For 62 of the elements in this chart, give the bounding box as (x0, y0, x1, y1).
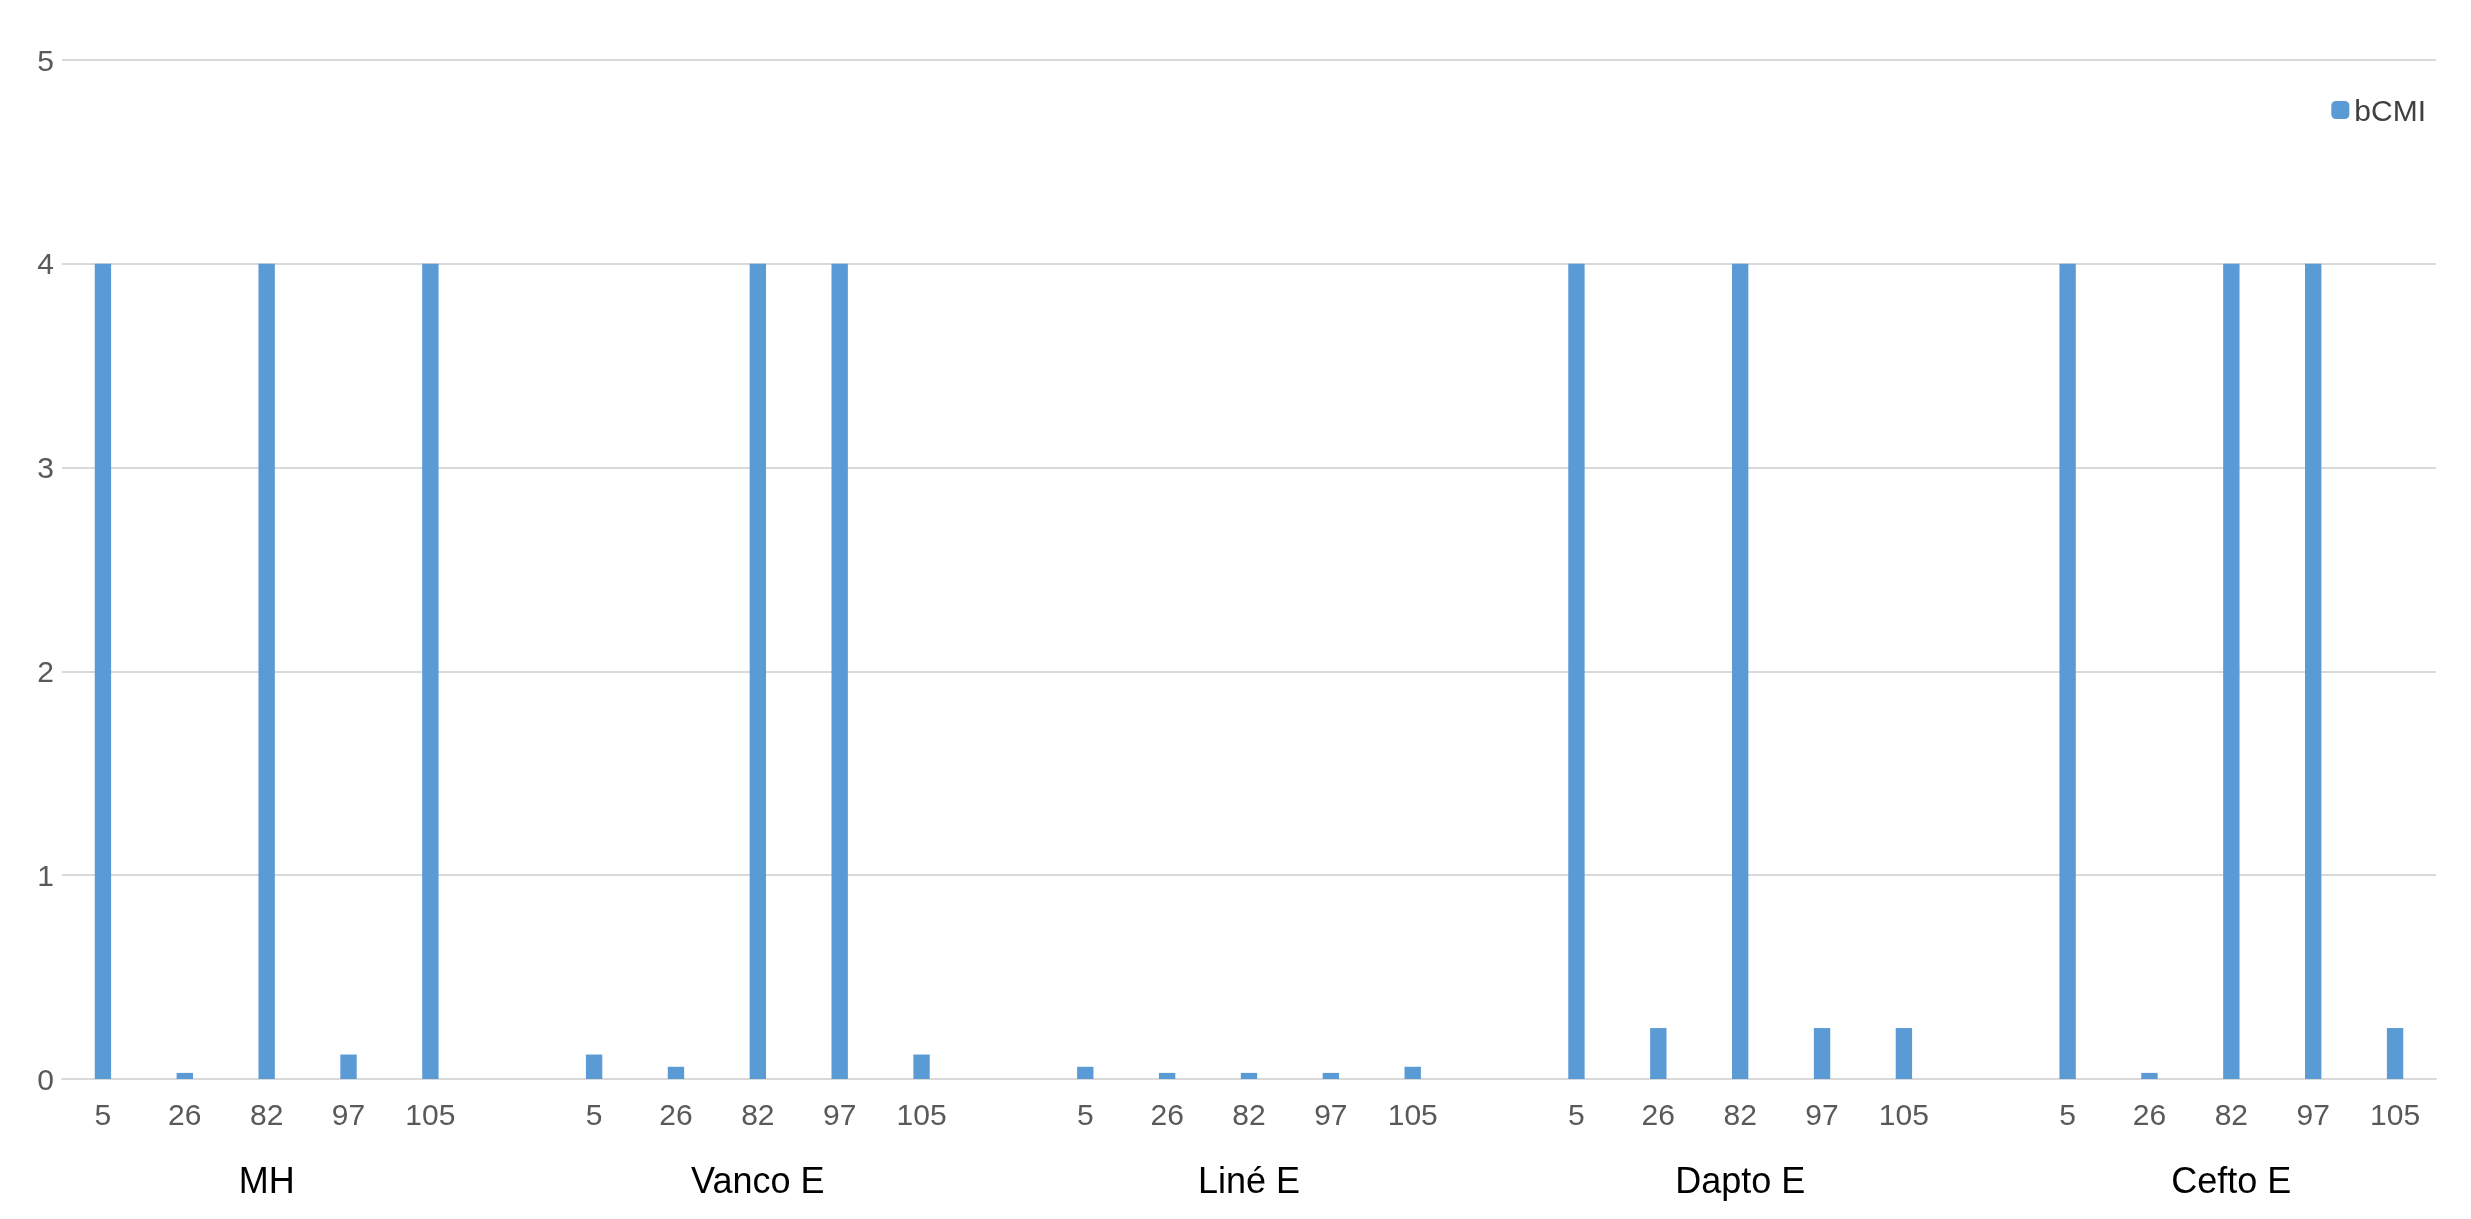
bar (1322, 1072, 1340, 1079)
y-tick-label: 2 (37, 654, 54, 688)
y-tick-label: 5 (37, 43, 54, 77)
bar (831, 263, 848, 1079)
bar (2223, 263, 2240, 1079)
bar (913, 1054, 930, 1079)
bar (585, 1054, 603, 1079)
bar (749, 263, 767, 1079)
x-tick-label: 105 (1387, 1097, 1438, 1131)
x-tick-label: 26 (2132, 1097, 2167, 1131)
bar (422, 263, 439, 1079)
y-tick-label: 1 (37, 858, 54, 892)
x-tick-label: 82 (249, 1097, 284, 1131)
bar (1650, 1028, 1667, 1079)
x-tick-label: 82 (1723, 1097, 1757, 1131)
x-tick-label: 5 (585, 1097, 603, 1131)
text: Vanco E (691, 1159, 825, 1201)
bar (1158, 1072, 1176, 1079)
x-tick-label: 82 (2214, 1097, 2249, 1131)
bar (2141, 1072, 2158, 1079)
x-tick-label: 5 (1568, 1097, 1585, 1131)
bar (340, 1054, 357, 1079)
bar (2305, 263, 2322, 1079)
x-tick-label: 82 (741, 1097, 775, 1131)
text: MH (238, 1159, 295, 1201)
bar (1240, 1072, 1258, 1079)
bar (1077, 1066, 1094, 1079)
x-tick-label: 105 (896, 1097, 947, 1131)
x-tick-label: 97 (2296, 1097, 2330, 1131)
bar (94, 263, 112, 1079)
x-tick-label: 97 (1314, 1097, 1348, 1131)
x-tick-label: 105 (405, 1097, 456, 1131)
text: Cefto E (2171, 1159, 2292, 1201)
x-tick-label: 5 (94, 1097, 112, 1131)
x-tick-label: 105 (2370, 1097, 2421, 1131)
legend-label: bCMI (2354, 93, 2427, 127)
x-tick-label: 82 (1232, 1097, 1266, 1131)
x-tick-label: 26 (1641, 1097, 1675, 1131)
y-tick-label: 4 (37, 247, 54, 281)
bar (176, 1072, 193, 1079)
bar (1568, 263, 1585, 1079)
bar (1404, 1066, 1421, 1079)
x-tick-label: 26 (659, 1097, 693, 1131)
y-tick-label: 3 (37, 451, 54, 485)
bar (2386, 1028, 2404, 1079)
bar (1731, 263, 1749, 1079)
x-tick-label: 5 (2059, 1097, 2076, 1131)
x-tick-label: 5 (1076, 1097, 1094, 1131)
text: Dapto E (1675, 1159, 1806, 1201)
x-tick-label: 26 (1150, 1097, 1184, 1131)
y-tick-label: 0 (37, 1062, 54, 1096)
x-tick-label: 97 (1805, 1097, 1839, 1131)
x-tick-label: 97 (823, 1097, 857, 1131)
bar (2059, 263, 2076, 1079)
x-tick-label: 105 (1878, 1097, 1929, 1131)
bar (1895, 1028, 1913, 1079)
bar (258, 263, 275, 1079)
x-tick-label: 26 (168, 1097, 202, 1131)
bar (1813, 1028, 1831, 1079)
bar (667, 1066, 685, 1079)
text: Liné E (1197, 1159, 1301, 1201)
x-tick-label: 97 (331, 1097, 366, 1131)
